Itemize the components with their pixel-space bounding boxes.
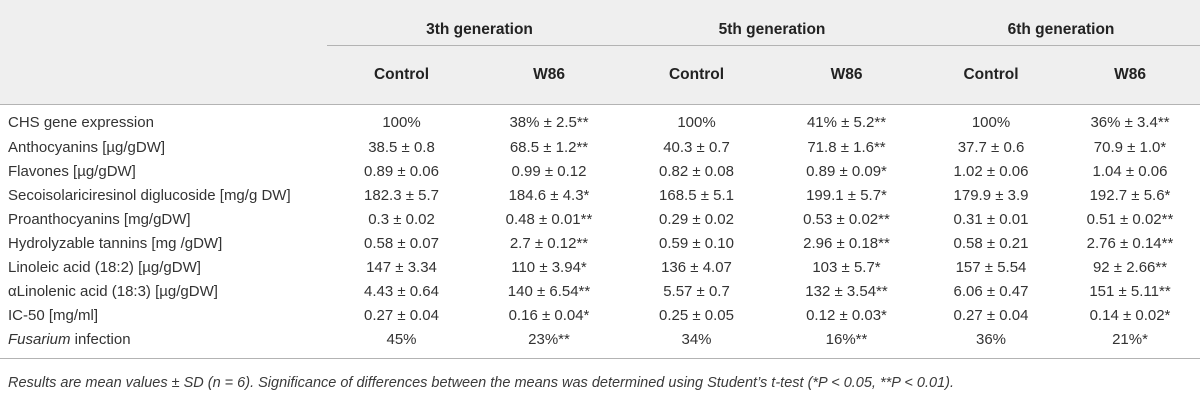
table-cell: 92 ± 2.66** xyxy=(1092,258,1168,276)
table-cell: 37.7 ± 0.6 xyxy=(957,138,1025,156)
subheader-row: Control W86 Control W86 Control W86 xyxy=(0,58,1200,91)
table-cell: 0.58 ± 0.07 xyxy=(364,234,439,252)
table-cell: 16%** xyxy=(825,330,868,348)
row-label: Secoisolariciresinol diglucoside [mg/g D… xyxy=(8,186,291,204)
table-cell: 0.82 ± 0.08 xyxy=(659,162,734,180)
table-cell: 184.6 ± 4.3* xyxy=(508,186,590,204)
table-cell: 0.25 ± 0.05 xyxy=(659,306,734,324)
table-cell: 2.7 ± 0.12** xyxy=(509,234,589,252)
table-row: Anthocyanins [µg/gDW] 38.5 ± 0.8 68.5 ± … xyxy=(0,135,1200,159)
table-cell: 41% ± 5.2** xyxy=(806,113,887,131)
table-body: CHS gene expression 100% 38% ± 2.5** 100… xyxy=(0,105,1200,359)
table-cell: 0.58 ± 0.21 xyxy=(953,234,1029,252)
table-row: IC-50 [mg/ml] 0.27 ± 0.04 0.16 ± 0.04* 0… xyxy=(0,303,1200,327)
table-cell: 0.89 ± 0.09* xyxy=(806,162,887,180)
table-cell: 168.5 ± 5.1 xyxy=(659,186,734,204)
table-row: CHS gene expression 100% 38% ± 2.5** 100… xyxy=(0,105,1200,136)
table-cell: 132 ± 3.54** xyxy=(805,282,888,300)
table-cell: 157 ± 5.54 xyxy=(955,258,1027,276)
table-cell: 151 ± 5.11** xyxy=(1089,282,1171,300)
table-cell: 45% xyxy=(386,330,417,348)
table-cell: 38.5 ± 0.8 xyxy=(368,138,435,156)
empty-corner xyxy=(0,15,327,46)
table-cell: 34% xyxy=(681,330,712,348)
generation-3-header: 3th generation xyxy=(327,15,622,46)
table-cell: 0.99 ± 0.12 xyxy=(511,162,587,180)
table-cell: 0.12 ± 0.03* xyxy=(806,306,887,324)
row-label-italic: Fusarium xyxy=(8,330,71,348)
table-cell: 0.16 ± 0.04* xyxy=(508,306,590,324)
table-cell: 68.5 ± 1.2** xyxy=(509,138,589,156)
table-cell: 0.59 ± 0.10 xyxy=(659,234,734,252)
table-cell: 4.43 ± 0.64 xyxy=(364,282,439,300)
table-row: Linoleic acid (18:2) [µg/gDW] 147 ± 3.34… xyxy=(0,255,1200,279)
table-cell: 182.3 ± 5.7 xyxy=(364,186,439,204)
table-cell: 1.04 ± 0.06 xyxy=(1092,162,1168,180)
table-cell: 0.3 ± 0.02 xyxy=(368,210,435,228)
table-row: Fusarium infection 45% 23%** 34% 16%** 3… xyxy=(0,327,1200,351)
table-cell: 21%* xyxy=(1112,330,1148,348)
table-cell: 70.9 ± 1.0* xyxy=(1093,138,1167,156)
row-label: Anthocyanins [µg/gDW] xyxy=(8,138,166,156)
table-cell: 192.7 ± 5.6* xyxy=(1089,186,1171,204)
table-row: Flavones [µg/gDW] 0.89 ± 0.06 0.99 ± 0.1… xyxy=(0,159,1200,183)
row-label: Proanthocyanins [mg/gDW] xyxy=(8,210,191,228)
table-cell: 71.8 ± 1.6** xyxy=(807,138,886,156)
subheader-w86: W86 xyxy=(1060,58,1200,91)
table-cell: 0.31 ± 0.01 xyxy=(953,210,1029,228)
table-cell: 0.27 ± 0.04 xyxy=(364,306,439,324)
table-cell: 40.3 ± 0.7 xyxy=(663,138,730,156)
table-cell: 100% xyxy=(382,113,421,131)
table-cell: 147 ± 3.34 xyxy=(366,258,437,276)
table-cell: 100% xyxy=(677,113,716,131)
row-label: Hydrolyzable tannins [mg /gDW] xyxy=(8,234,223,252)
subheader-w86: W86 xyxy=(771,58,922,91)
table-cell: 199.1 ± 5.7* xyxy=(806,186,887,204)
table-cell: 36% ± 3.4** xyxy=(1090,113,1170,131)
table-cell: 100% xyxy=(971,113,1011,131)
table-cell: 140 ± 6.54** xyxy=(507,282,591,300)
table-cell: 2.76 ± 0.14** xyxy=(1086,234,1174,252)
row-label-rest: infection xyxy=(70,330,131,348)
table-cell: 38% ± 2.5** xyxy=(509,113,589,131)
table-cell: 0.14 ± 0.02* xyxy=(1089,306,1171,324)
table-cell: 5.57 ± 0.7 xyxy=(663,282,730,300)
generation-5-header: 5th generation xyxy=(622,15,922,46)
table-cell: 0.27 ± 0.04 xyxy=(953,306,1029,324)
table-cell: 179.9 ± 3.9 xyxy=(953,186,1029,204)
table-row: αLinolenic acid (18:3) [µg/gDW] 4.43 ± 0… xyxy=(0,279,1200,303)
generation-6-header: 6th generation xyxy=(922,15,1200,46)
table-cell: 110 ± 3.94* xyxy=(511,258,587,276)
subheader-control: Control xyxy=(922,58,1060,91)
subheader-w86: W86 xyxy=(476,58,622,91)
table-cell: 36% xyxy=(975,330,1007,348)
row-label: IC-50 [mg/ml] xyxy=(8,306,99,324)
table-cell: 6.06 ± 0.47 xyxy=(953,282,1029,300)
header-band xyxy=(0,0,1200,15)
results-table: 3th generation 5th generation 6th genera… xyxy=(0,0,1200,359)
row-label: CHS gene expression xyxy=(8,113,154,131)
row-label: Fusarium infection xyxy=(0,327,327,351)
row-label: Linoleic acid (18:2) [µg/gDW] xyxy=(8,258,201,276)
table-cell: 0.89 ± 0.06 xyxy=(364,162,439,180)
table-row: Secoisolariciresinol diglucoside [mg/g D… xyxy=(0,183,1200,207)
table-row: Hydrolyzable tannins [mg /gDW] 0.58 ± 0.… xyxy=(0,231,1200,255)
row-label: Flavones [µg/gDW] xyxy=(8,162,136,180)
table-cell: 0.51 ± 0.02** xyxy=(1086,210,1174,228)
row-label: αLinolenic acid (18:3) [µg/gDW] xyxy=(8,282,218,300)
table-cell: 103 ± 5.7* xyxy=(812,258,881,276)
table-cell: 0.53 ± 0.02** xyxy=(803,210,890,228)
table-cell: 1.02 ± 0.06 xyxy=(953,162,1029,180)
table-cell: 0.48 ± 0.01** xyxy=(505,210,593,228)
table-cell: 0.29 ± 0.02 xyxy=(659,210,734,228)
table-footnote: Results are mean values ± SD (n = 6). Si… xyxy=(8,375,954,391)
table-cell: 136 ± 4.07 xyxy=(661,258,732,276)
table-cell: 23%** xyxy=(528,330,570,348)
subheader-control: Control xyxy=(622,58,771,91)
results-table-container: 3th generation 5th generation 6th genera… xyxy=(0,0,1200,359)
table-cell: 2.96 ± 0.18** xyxy=(803,234,890,252)
table-row: Proanthocyanins [mg/gDW] 0.3 ± 0.02 0.48… xyxy=(0,207,1200,231)
subheader-control: Control xyxy=(327,58,476,91)
generation-header-row: 3th generation 5th generation 6th genera… xyxy=(0,15,1200,46)
